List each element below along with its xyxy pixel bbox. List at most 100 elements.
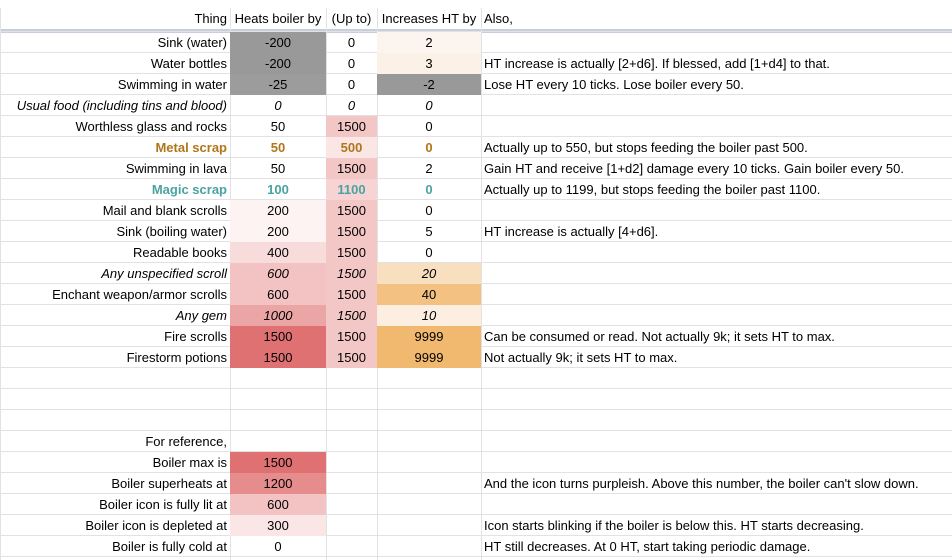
- cell-ht[interactable]: 20: [377, 263, 481, 284]
- cell-ht[interactable]: -2: [377, 74, 481, 95]
- cell-thing[interactable]: Mail and blank scrolls: [102, 203, 227, 218]
- cell-heat[interactable]: -200: [230, 32, 326, 53]
- cell-note[interactable]: Actually up to 1199, but stops feeding t…: [484, 182, 821, 197]
- cell-thing[interactable]: Any unspecified scroll: [101, 266, 227, 281]
- cell-heat[interactable]: 50: [270, 140, 286, 155]
- cell-up-to[interactable]: 1500: [326, 326, 377, 347]
- cell-note[interactable]: [481, 95, 952, 116]
- reference-title[interactable]: For reference,: [145, 434, 227, 449]
- cell-thing[interactable]: Swimming in water: [117, 77, 227, 92]
- cell-thing[interactable]: Swimming in lava: [125, 161, 227, 176]
- cell-heat[interactable]: 1500: [230, 326, 326, 347]
- cell-up-to[interactable]: 1500: [326, 284, 377, 305]
- cell-up-to[interactable]: 1500: [326, 347, 377, 368]
- cell-note[interactable]: HT increase is actually [2+d6]. If bless…: [484, 56, 830, 71]
- cell-heat[interactable]: -25: [230, 74, 326, 95]
- reference-label[interactable]: Boiler is fully cold at: [112, 539, 227, 554]
- cell-up-to[interactable]: 1500: [326, 242, 377, 263]
- cell-ht[interactable]: 0: [425, 203, 433, 218]
- cell-heat[interactable]: 600: [230, 263, 326, 284]
- cell-heat[interactable]: 400: [230, 242, 326, 263]
- cell-ht[interactable]: 2: [425, 161, 433, 176]
- cell-note[interactable]: [481, 305, 952, 326]
- cell-up-to[interactable]: 1500: [326, 116, 377, 137]
- cell-heat[interactable]: 600: [230, 284, 326, 305]
- cell-thing[interactable]: Magic scrap: [151, 182, 227, 197]
- reference-label[interactable]: Boiler superheats at: [111, 476, 227, 491]
- reference-label[interactable]: Boiler icon is depleted at: [85, 518, 227, 533]
- reference-note[interactable]: Icon starts blinking if the boiler is be…: [484, 518, 864, 533]
- cell-up-to[interactable]: 1500: [326, 200, 377, 221]
- cell-thing[interactable]: Usual food (including tins and blood): [16, 98, 227, 113]
- header-heats-boiler-by[interactable]: Heats boiler by: [234, 11, 322, 26]
- cell-note[interactable]: Gain HT and receive [1+d2] damage every …: [484, 161, 904, 176]
- reference-label[interactable]: Boiler max is: [152, 455, 227, 470]
- cell-heat[interactable]: 100: [267, 182, 289, 197]
- cell-thing[interactable]: Sink (water): [157, 35, 227, 50]
- cell-ht[interactable]: 0: [425, 140, 433, 155]
- cell-note[interactable]: Lose HT every 10 ticks. Lose boiler ever…: [484, 77, 744, 92]
- cell-up-to[interactable]: 0: [347, 98, 356, 113]
- cell-note[interactable]: Actually up to 550, but stops feeding th…: [484, 140, 808, 155]
- cell-heat[interactable]: 0: [274, 98, 282, 113]
- cell-heat[interactable]: 1500: [230, 347, 326, 368]
- cell-ht[interactable]: 2: [377, 32, 481, 53]
- reference-value[interactable]: 0: [274, 539, 282, 554]
- reference-value[interactable]: 300: [230, 515, 326, 536]
- cell-up-to[interactable]: 500: [326, 137, 377, 158]
- cell-up-to[interactable]: 1500: [326, 305, 377, 326]
- cell-up-to[interactable]: 1500: [326, 221, 377, 242]
- cell-note[interactable]: [481, 284, 952, 305]
- header-up-to[interactable]: (Up to): [331, 11, 372, 26]
- header-increases-ht-by[interactable]: Increases HT by: [381, 11, 477, 26]
- cell-ht[interactable]: 3: [377, 53, 481, 74]
- reference-value[interactable]: 1500: [230, 452, 326, 473]
- cell-ht[interactable]: 0: [425, 182, 433, 197]
- cell-thing[interactable]: Water bottles: [150, 56, 227, 71]
- cell-heat[interactable]: 50: [270, 119, 286, 134]
- cell-ht[interactable]: 9999: [377, 326, 481, 347]
- reference-label[interactable]: Boiler icon is fully lit at: [99, 497, 227, 512]
- cell-thing[interactable]: Worthless glass and rocks: [75, 119, 228, 134]
- header-thing[interactable]: Thing: [194, 11, 227, 26]
- cell-ht[interactable]: 5: [425, 224, 433, 239]
- cell-thing[interactable]: Firestorm potions: [126, 350, 227, 365]
- cell-up-to[interactable]: 1500: [326, 158, 377, 179]
- cell-heat[interactable]: 1000: [230, 305, 326, 326]
- cell-ht[interactable]: 0: [425, 245, 433, 260]
- cell-heat[interactable]: -200: [230, 53, 326, 74]
- cell-note[interactable]: [481, 32, 952, 53]
- cell-note[interactable]: Can be consumed or read. Not actually 9k…: [484, 329, 835, 344]
- cell-note[interactable]: [481, 263, 952, 284]
- cell-ht[interactable]: 40: [377, 284, 481, 305]
- cell-ht[interactable]: 10: [377, 305, 481, 326]
- reference-note[interactable]: [481, 452, 952, 473]
- header-also[interactable]: Also,: [484, 11, 513, 26]
- cell-up-to[interactable]: 0: [347, 35, 356, 50]
- cell-thing[interactable]: Any gem: [175, 308, 227, 323]
- cell-note[interactable]: Not actually 9k; it sets HT to max.: [484, 350, 678, 365]
- cell-note[interactable]: [481, 242, 952, 263]
- reference-value[interactable]: 600: [230, 494, 326, 515]
- cell-ht[interactable]: 0: [425, 98, 433, 113]
- cell-ht[interactable]: 9999: [377, 347, 481, 368]
- cell-heat[interactable]: 200: [230, 200, 326, 221]
- cell-up-to[interactable]: 0: [347, 77, 356, 92]
- cell-note[interactable]: [481, 116, 952, 137]
- cell-up-to[interactable]: 1100: [326, 179, 377, 200]
- cell-heat[interactable]: 200: [230, 221, 326, 242]
- cell-thing[interactable]: Sink (boiling water): [116, 224, 227, 239]
- cell-up-to[interactable]: 1500: [326, 263, 377, 284]
- cell-heat[interactable]: 50: [270, 161, 286, 176]
- cell-thing[interactable]: Enchant weapon/armor scrolls: [52, 287, 227, 302]
- reference-value[interactable]: 1200: [230, 473, 326, 494]
- reference-note[interactable]: And the icon turns purpleish. Above this…: [484, 476, 919, 491]
- cell-note[interactable]: HT increase is actually [4+d6].: [484, 224, 659, 239]
- reference-note[interactable]: [481, 494, 952, 515]
- reference-note[interactable]: HT still decreases. At 0 HT, start takin…: [484, 539, 811, 554]
- cell-ht[interactable]: 0: [425, 119, 433, 134]
- cell-thing[interactable]: Readable books: [133, 245, 227, 260]
- cell-up-to[interactable]: 0: [347, 56, 356, 71]
- cell-thing[interactable]: Metal scrap: [155, 140, 227, 155]
- cell-thing[interactable]: Fire scrolls: [164, 329, 227, 344]
